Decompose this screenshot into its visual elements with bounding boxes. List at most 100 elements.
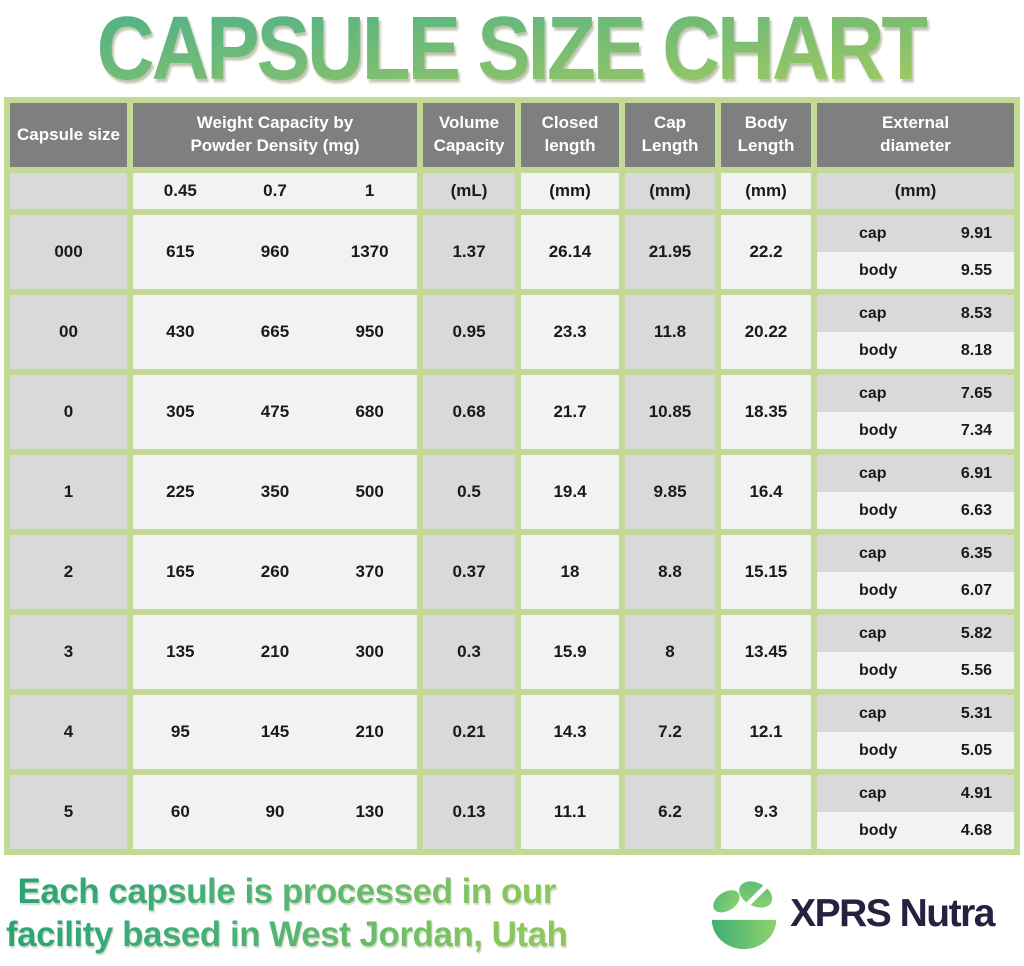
weight-value: 370 <box>355 562 384 581</box>
cap-length-value: 6.2 <box>625 775 715 849</box>
header-line: Length <box>737 136 795 155</box>
header-line: Volume <box>438 113 500 133</box>
weight-value: 680 <box>355 402 384 421</box>
body-length-value: 22.2 <box>721 215 811 289</box>
ext-cap-label: cap <box>859 624 887 642</box>
ext-cap-label: cap <box>859 784 887 802</box>
density-value: 0.7 <box>263 181 287 200</box>
density-value: 0.45 <box>163 181 197 200</box>
external-diameter-cell: cap 7.65 body 7.34 <box>817 375 1014 449</box>
ext-cap-value: 8.53 <box>960 304 992 322</box>
ext-body-value: 7.34 <box>960 421 992 439</box>
unit-volume: (mL) <box>423 173 515 209</box>
unit-body-length: (mm) <box>721 173 811 209</box>
ext-body-label: body <box>859 261 898 279</box>
external-diameter-body-row: body 8.18 <box>817 332 1014 369</box>
weight-capacity-cell: 225 350 500 <box>133 455 417 529</box>
ext-body-label: body <box>859 501 898 519</box>
header-body-length: Body Length <box>721 103 811 167</box>
volume-capacity-value: 1.37 <box>423 215 515 289</box>
ext-cap-label: cap <box>859 304 887 322</box>
ext-cap-value: 5.82 <box>960 624 992 642</box>
weight-value: 95 <box>170 722 190 741</box>
volume-capacity-value: 0.95 <box>423 295 515 369</box>
weight-value: 145 <box>260 722 290 741</box>
header-line: length <box>544 136 596 155</box>
header-weight-capacity: Weight Capacity by Powder Density (mg) <box>133 103 417 167</box>
body-length-value: 15.15 <box>721 535 811 609</box>
volume-capacity-value: 0.5 <box>423 455 515 529</box>
weight-value: 960 <box>260 242 290 261</box>
header-line: Capsule size <box>17 124 120 144</box>
weight-value: 475 <box>260 402 290 421</box>
external-diameter-cap-row: cap 8.53 <box>817 295 1014 332</box>
weight-value: 500 <box>355 482 384 501</box>
ext-body-label: body <box>859 821 898 839</box>
cap-length-value: 21.95 <box>625 215 715 289</box>
weight-value: 130 <box>355 802 384 821</box>
ext-cap-label: cap <box>859 384 887 402</box>
header-external-diameter: External diameter <box>817 103 1014 167</box>
weight-value: 615 <box>166 242 195 261</box>
weight-value: 430 <box>166 322 195 341</box>
footer-caption-line2: facility based in West Jordan, Utah <box>6 915 568 954</box>
external-diameter-cell: cap 6.91 body 6.63 <box>817 455 1014 529</box>
ext-cap-label: cap <box>859 464 887 482</box>
header-line: Body <box>744 113 788 133</box>
footer-caption: Each capsule is processed in our facilit… <box>6 871 567 956</box>
capsule-size-value: 00 <box>10 295 127 369</box>
external-diameter-body-row: body 6.63 <box>817 492 1014 529</box>
weight-value: 60 <box>170 802 190 821</box>
external-diameter-cap-row: cap 5.82 <box>817 615 1014 652</box>
weight-capacity-cell: 135 210 300 <box>133 615 417 689</box>
weight-value: 1370 <box>350 242 389 261</box>
closed-length-value: 19.4 <box>521 455 619 529</box>
weight-capacity-cell: 165 260 370 <box>133 535 417 609</box>
external-diameter-cell: cap 5.31 body 5.05 <box>817 695 1014 769</box>
external-diameter-cell: cap 4.91 body 4.68 <box>817 775 1014 849</box>
brand-name: XPRS Nutra <box>790 892 995 935</box>
external-diameter-cap-row: cap 9.91 <box>817 215 1014 252</box>
header-line: Closed <box>541 113 599 133</box>
ext-body-value: 5.05 <box>960 741 992 759</box>
ext-cap-value: 6.91 <box>960 464 992 482</box>
cap-length-value: 8.8 <box>625 535 715 609</box>
ext-body-value: 6.07 <box>960 581 992 599</box>
ext-cap-label: cap <box>859 704 887 722</box>
ext-body-label: body <box>859 661 898 679</box>
ext-cap-value: 6.35 <box>960 544 992 562</box>
external-diameter-body-row: body 5.56 <box>817 652 1014 689</box>
header-line: Powder Density (mg) <box>190 136 360 155</box>
external-diameter-body-row: body 9.55 <box>817 252 1014 289</box>
capsule-size-value: 0 <box>10 375 127 449</box>
cap-length-value: 11.8 <box>625 295 715 369</box>
unit-external-diameter: (mm) <box>817 173 1014 209</box>
capsule-size-table: Capsule size Weight Capacity by Powder D… <box>4 97 1020 855</box>
weight-value: 135 <box>166 642 195 661</box>
header-line: Capacity <box>433 136 505 155</box>
header-line: Weight Capacity by <box>196 113 354 133</box>
unit-capsule-size-empty <box>10 173 127 209</box>
external-diameter-cap-row: cap 7.65 <box>817 375 1014 412</box>
header-cap-length: Cap Length <box>625 103 715 167</box>
volume-capacity-value: 0.21 <box>423 695 515 769</box>
unit-closed-length: (mm) <box>521 173 619 209</box>
closed-length-value: 26.14 <box>521 215 619 289</box>
body-length-value: 12.1 <box>721 695 811 769</box>
capsule-size-value: 4 <box>10 695 127 769</box>
cap-length-value: 9.85 <box>625 455 715 529</box>
capsule-size-value: 3 <box>10 615 127 689</box>
ext-body-label: body <box>859 421 898 439</box>
weight-value: 210 <box>355 722 384 741</box>
footer-caption-line1: Each capsule is processed in our <box>17 872 556 912</box>
weight-capacity-cell: 60 90 130 <box>133 775 417 849</box>
ext-cap-label: cap <box>859 544 887 562</box>
capsule-size-value: 5 <box>10 775 127 849</box>
capsule-size-value: 000 <box>10 215 127 289</box>
volume-capacity-value: 0.37 <box>423 535 515 609</box>
body-length-value: 16.4 <box>721 455 811 529</box>
body-length-value: 9.3 <box>721 775 811 849</box>
volume-capacity-value: 0.3 <box>423 615 515 689</box>
ext-cap-value: 4.91 <box>960 784 992 802</box>
title-section: CAPSULE SIZE CHART <box>0 0 1024 98</box>
